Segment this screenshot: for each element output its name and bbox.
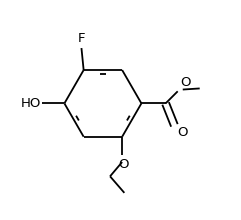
Text: O: O <box>118 158 128 171</box>
Text: HO: HO <box>20 97 41 110</box>
Text: O: O <box>181 76 191 89</box>
Text: F: F <box>78 32 85 45</box>
Text: O: O <box>178 126 188 139</box>
